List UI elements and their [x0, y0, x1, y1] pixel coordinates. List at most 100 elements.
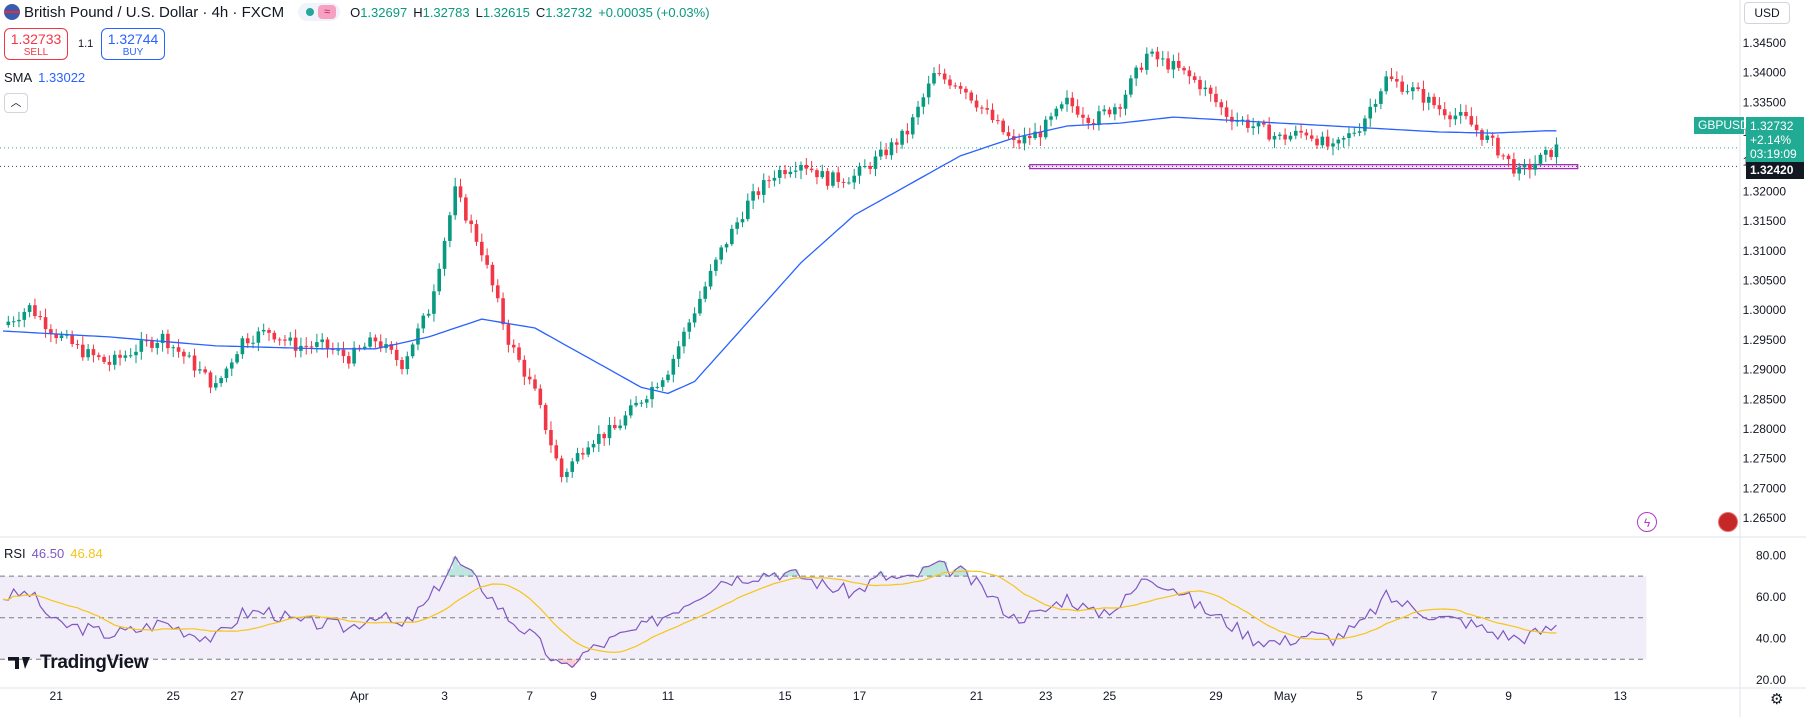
- candle: [1554, 144, 1559, 158]
- collapse-legend-button[interactable]: ︿: [4, 93, 28, 113]
- time-tick-label: 7: [526, 689, 533, 703]
- candle: [123, 355, 128, 358]
- price-tick-label: 1.30500: [1743, 274, 1787, 288]
- uk-flag-event-icon[interactable]: [1718, 512, 1738, 532]
- candle: [735, 222, 739, 229]
- candle: [597, 433, 601, 444]
- candle: [969, 92, 974, 101]
- candle: [1176, 60, 1181, 68]
- candle: [1426, 96, 1431, 103]
- market-status-pill[interactable]: ≈: [298, 3, 341, 21]
- candle: [336, 349, 340, 351]
- sell-button[interactable]: 1.32733 SELL: [4, 28, 68, 60]
- candle: [1049, 116, 1053, 120]
- candle: [1272, 135, 1277, 140]
- candle: [543, 404, 548, 431]
- candle: [644, 399, 649, 403]
- ohlc-change: +0.00035 (+0.03%): [598, 4, 710, 20]
- candle: [112, 354, 117, 365]
- candle: [921, 97, 926, 107]
- candle: [320, 339, 324, 343]
- tradingview-logo[interactable]: TradingView: [8, 652, 149, 674]
- candle: [6, 321, 11, 326]
- ohlc-low: L1.32615: [475, 4, 530, 20]
- candle: [1075, 106, 1080, 115]
- chart-header: British Pound / U.S. Dollar · 4h · FXCM …: [0, 0, 710, 24]
- rsi-legend[interactable]: RSI 46.50 46.84: [4, 546, 103, 561]
- candle: [410, 344, 415, 357]
- candle: [953, 85, 958, 87]
- candle: [102, 356, 106, 362]
- candle: [453, 186, 457, 216]
- rsi-extreme-fill: [447, 568, 453, 577]
- price-tick-label: 1.34000: [1743, 66, 1787, 80]
- candle: [1325, 136, 1330, 147]
- rsi-label: RSI: [4, 546, 26, 561]
- candle: [788, 171, 793, 175]
- candle: [1421, 88, 1426, 103]
- candle: [75, 344, 80, 346]
- price-tick-label: 1.32000: [1743, 184, 1787, 198]
- candle: [1485, 135, 1490, 140]
- rsi-extreme-fill: [771, 572, 778, 577]
- candle: [905, 130, 910, 135]
- support-zone: [1029, 164, 1579, 170]
- candle: [43, 317, 48, 330]
- lightning-icon[interactable]: ϟ: [1637, 512, 1657, 532]
- symbol-title[interactable]: British Pound / U.S. Dollar · 4h · FXCM: [24, 3, 285, 21]
- candle: [1496, 137, 1500, 156]
- rsi-extreme-fill: [452, 556, 458, 577]
- candle: [740, 219, 745, 223]
- candle: [1038, 131, 1043, 138]
- candle: [1160, 58, 1165, 60]
- candle: [910, 117, 915, 135]
- candle: [1474, 124, 1479, 131]
- currency-selector[interactable]: USD: [1744, 2, 1790, 24]
- price-tick-label: 1.33500: [1743, 95, 1787, 109]
- price-tick-label: 1.30000: [1743, 303, 1787, 317]
- candle: [1192, 76, 1197, 80]
- settings-gear-icon[interactable]: ⚙: [1770, 691, 1784, 708]
- candle: [756, 191, 761, 195]
- sma-legend[interactable]: SMA 1.33022: [4, 70, 85, 85]
- candle: [160, 333, 165, 344]
- candle: [1262, 122, 1266, 125]
- candle: [719, 247, 723, 260]
- rsi-line: [2, 555, 1557, 669]
- time-tick-label: 21: [50, 689, 64, 703]
- buy-button[interactable]: 1.32744 BUY: [101, 28, 165, 60]
- candle: [847, 182, 851, 184]
- candle: [405, 356, 410, 370]
- candle: [245, 338, 250, 344]
- candle: [1214, 93, 1218, 103]
- candle: [293, 337, 298, 351]
- candle: [613, 424, 617, 429]
- candle: [650, 387, 654, 400]
- candle: [1219, 102, 1224, 108]
- candle: [261, 329, 266, 332]
- candle: [1533, 163, 1537, 170]
- candle: [996, 120, 1000, 122]
- time-tick-label: 5: [1356, 689, 1363, 703]
- level-price-tag: 1.32420: [1746, 162, 1804, 179]
- candle: [235, 354, 239, 363]
- candle: [1118, 107, 1122, 109]
- candle: [485, 255, 489, 265]
- candle: [948, 79, 952, 86]
- candle: [448, 215, 452, 241]
- candle: [964, 88, 968, 93]
- sma-line: [2, 116, 1557, 395]
- candle: [1027, 135, 1032, 139]
- candle: [256, 331, 261, 343]
- candle: [1506, 155, 1511, 160]
- candle: [666, 374, 670, 381]
- candle: [118, 354, 122, 358]
- time-tick-label: 3: [441, 689, 448, 703]
- candle: [1411, 87, 1415, 92]
- candle: [11, 321, 16, 323]
- candle: [506, 324, 511, 345]
- candle: [958, 86, 963, 89]
- rsi-extreme-fill: [963, 570, 969, 577]
- candle: [1059, 104, 1064, 109]
